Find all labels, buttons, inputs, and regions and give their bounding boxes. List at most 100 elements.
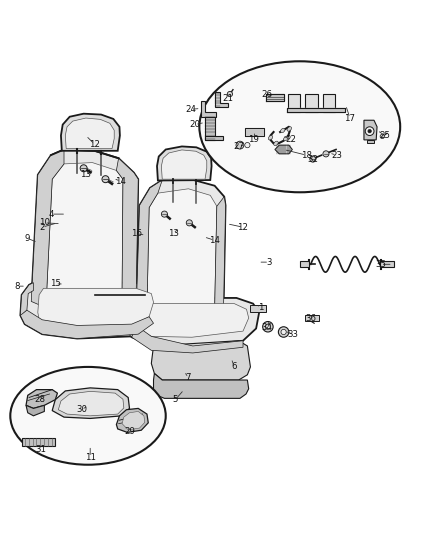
Text: 10: 10 — [39, 219, 50, 228]
Polygon shape — [205, 117, 215, 140]
Text: 30: 30 — [76, 405, 87, 414]
Polygon shape — [125, 312, 136, 337]
Polygon shape — [117, 158, 138, 302]
Circle shape — [368, 130, 371, 133]
Text: 35: 35 — [375, 260, 386, 269]
Polygon shape — [31, 149, 64, 308]
Ellipse shape — [280, 128, 285, 133]
Text: 11: 11 — [85, 453, 95, 462]
Polygon shape — [215, 197, 226, 317]
Text: 15: 15 — [50, 279, 61, 288]
Polygon shape — [147, 189, 217, 317]
Polygon shape — [323, 94, 335, 111]
Text: 31: 31 — [36, 445, 47, 454]
Polygon shape — [21, 438, 55, 446]
Circle shape — [236, 141, 244, 149]
Text: 16: 16 — [131, 229, 141, 238]
Text: 14: 14 — [115, 177, 126, 186]
Text: 26: 26 — [261, 90, 272, 99]
Text: 22: 22 — [286, 135, 297, 144]
Text: 18: 18 — [301, 151, 312, 160]
Polygon shape — [287, 108, 345, 111]
Polygon shape — [251, 305, 266, 312]
Text: 33: 33 — [288, 330, 299, 338]
Polygon shape — [275, 145, 292, 154]
Circle shape — [323, 151, 329, 157]
Polygon shape — [136, 304, 249, 337]
Polygon shape — [266, 94, 284, 101]
Polygon shape — [46, 163, 123, 302]
Text: 9: 9 — [24, 233, 30, 243]
Circle shape — [227, 92, 233, 96]
Polygon shape — [65, 118, 114, 149]
Text: 24: 24 — [185, 105, 196, 114]
Circle shape — [281, 329, 286, 335]
Polygon shape — [132, 326, 243, 353]
Polygon shape — [205, 136, 223, 140]
Text: 21: 21 — [222, 94, 233, 103]
Text: 28: 28 — [35, 395, 46, 404]
Text: 36: 36 — [305, 314, 316, 324]
Ellipse shape — [283, 136, 288, 141]
Text: 25: 25 — [379, 131, 390, 140]
Polygon shape — [31, 149, 138, 312]
Polygon shape — [122, 411, 145, 430]
Circle shape — [161, 211, 167, 217]
Polygon shape — [157, 147, 212, 181]
Polygon shape — [58, 391, 124, 416]
Polygon shape — [153, 374, 249, 398]
Polygon shape — [245, 128, 264, 135]
Polygon shape — [125, 298, 259, 346]
Polygon shape — [151, 341, 251, 380]
Ellipse shape — [274, 141, 278, 146]
Text: 5: 5 — [173, 395, 178, 404]
Text: 32: 32 — [307, 155, 318, 164]
Polygon shape — [136, 180, 162, 322]
Circle shape — [80, 165, 87, 172]
Text: 13: 13 — [80, 171, 92, 179]
Polygon shape — [61, 114, 120, 151]
Polygon shape — [215, 92, 228, 107]
Circle shape — [380, 134, 385, 139]
Text: 2: 2 — [39, 223, 45, 232]
Polygon shape — [26, 390, 57, 408]
Ellipse shape — [287, 127, 292, 131]
Polygon shape — [26, 405, 44, 416]
Circle shape — [279, 327, 289, 337]
Circle shape — [365, 127, 374, 135]
Circle shape — [265, 324, 271, 329]
Text: 17: 17 — [344, 114, 356, 123]
Polygon shape — [161, 150, 207, 179]
Circle shape — [245, 142, 250, 148]
Polygon shape — [117, 408, 148, 432]
Polygon shape — [136, 179, 226, 326]
Circle shape — [263, 321, 273, 332]
Polygon shape — [305, 316, 318, 321]
Text: 27: 27 — [233, 142, 244, 151]
Text: 14: 14 — [209, 236, 220, 245]
Polygon shape — [300, 261, 309, 268]
Text: 7: 7 — [186, 373, 191, 382]
Polygon shape — [305, 94, 318, 111]
Circle shape — [186, 220, 192, 226]
Text: 20: 20 — [190, 120, 201, 129]
Circle shape — [102, 176, 109, 183]
Text: 12: 12 — [237, 223, 248, 232]
Text: 4: 4 — [48, 209, 53, 219]
Text: 1: 1 — [258, 303, 263, 312]
Polygon shape — [20, 282, 163, 338]
Text: 8: 8 — [14, 281, 20, 290]
Text: 13: 13 — [168, 229, 179, 238]
Circle shape — [310, 156, 316, 162]
Polygon shape — [380, 261, 394, 268]
Polygon shape — [52, 388, 130, 418]
Polygon shape — [364, 120, 377, 140]
Ellipse shape — [199, 61, 400, 192]
Text: 29: 29 — [124, 427, 135, 436]
Polygon shape — [92, 283, 147, 326]
Text: 23: 23 — [332, 151, 343, 160]
Polygon shape — [20, 282, 33, 316]
Polygon shape — [38, 288, 153, 328]
Polygon shape — [20, 310, 153, 338]
Polygon shape — [288, 94, 300, 111]
